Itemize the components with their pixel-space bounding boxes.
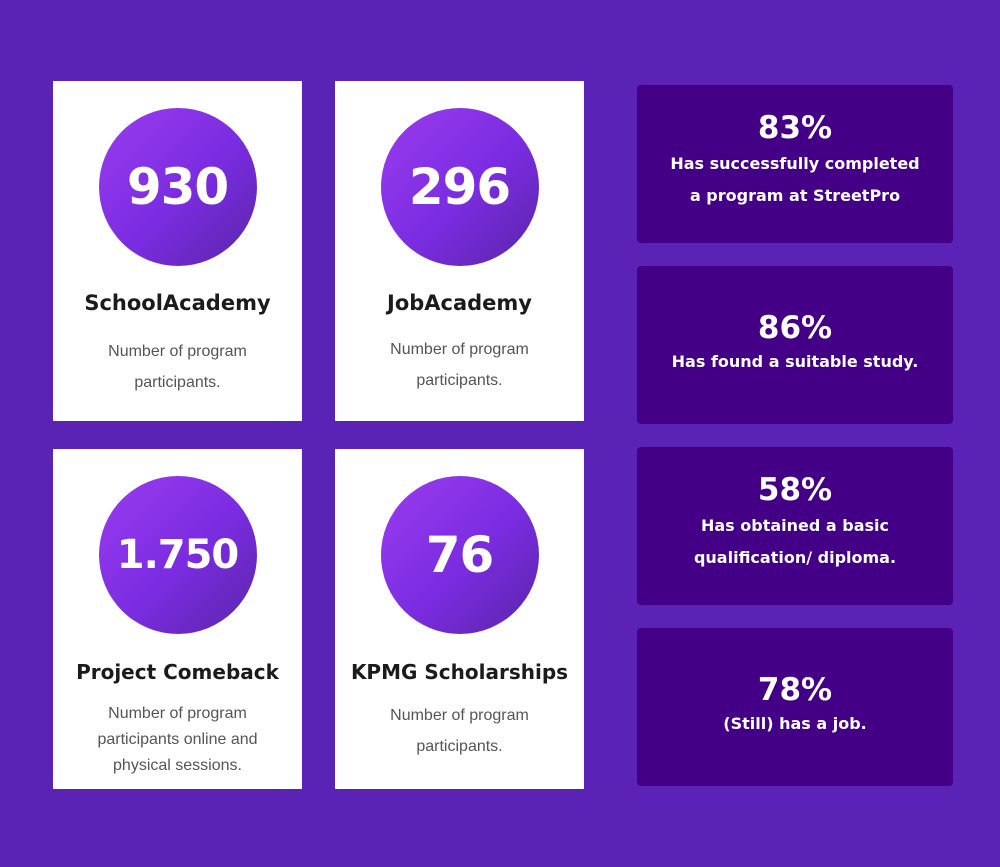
stat-percent: 78% [757, 672, 833, 708]
stat-percent: 83% [757, 110, 833, 146]
stat-label: Has found a suitable study. [671, 352, 919, 371]
participant-count-circle: 930 [98, 108, 257, 266]
program-description: Number of program participants. [390, 341, 529, 389]
program-title: Project Comeback [76, 660, 279, 684]
stat-label: Has successfully completed a program at … [670, 154, 920, 205]
program-title: KPMG Scholarships [350, 660, 569, 684]
program-description: Number of program participants. [108, 343, 247, 391]
stat-card-completed-program: 83% Has successfully completed a program… [637, 85, 953, 243]
program-card-schoolacademy: 930 SchoolAcademy Number of program part… [53, 81, 302, 421]
stat-label: (Still) has a job. [723, 714, 867, 733]
program-card-jobacademy: 296 JobAcademy Number of program partici… [335, 81, 584, 421]
program-title: SchoolAcademy [84, 291, 271, 315]
stat-label: Has obtained a basic qualification/ dipl… [693, 516, 897, 567]
program-description: Number of program participants. [390, 707, 529, 755]
program-title: JobAcademy [387, 291, 532, 315]
program-description: Number of program participants online an… [97, 705, 258, 774]
stat-card-qualification: 58% Has obtained a basic qualification/ … [637, 447, 953, 605]
participant-count-circle: 296 [380, 108, 539, 266]
program-card-kpmg-scholarships: 76 KPMG Scholarships Number of program p… [335, 449, 584, 789]
stat-percent: 58% [757, 472, 833, 508]
stat-card-has-job: 78% (Still) has a job. [637, 628, 953, 786]
stat-percent: 86% [757, 310, 833, 346]
participant-count-circle: 1.750 [98, 476, 257, 634]
program-card-project-comeback: 1.750 Project Comeback Number of program… [53, 449, 302, 789]
stat-card-found-study: 86% Has found a suitable study. [637, 266, 953, 424]
participant-count-circle: 76 [380, 476, 539, 634]
